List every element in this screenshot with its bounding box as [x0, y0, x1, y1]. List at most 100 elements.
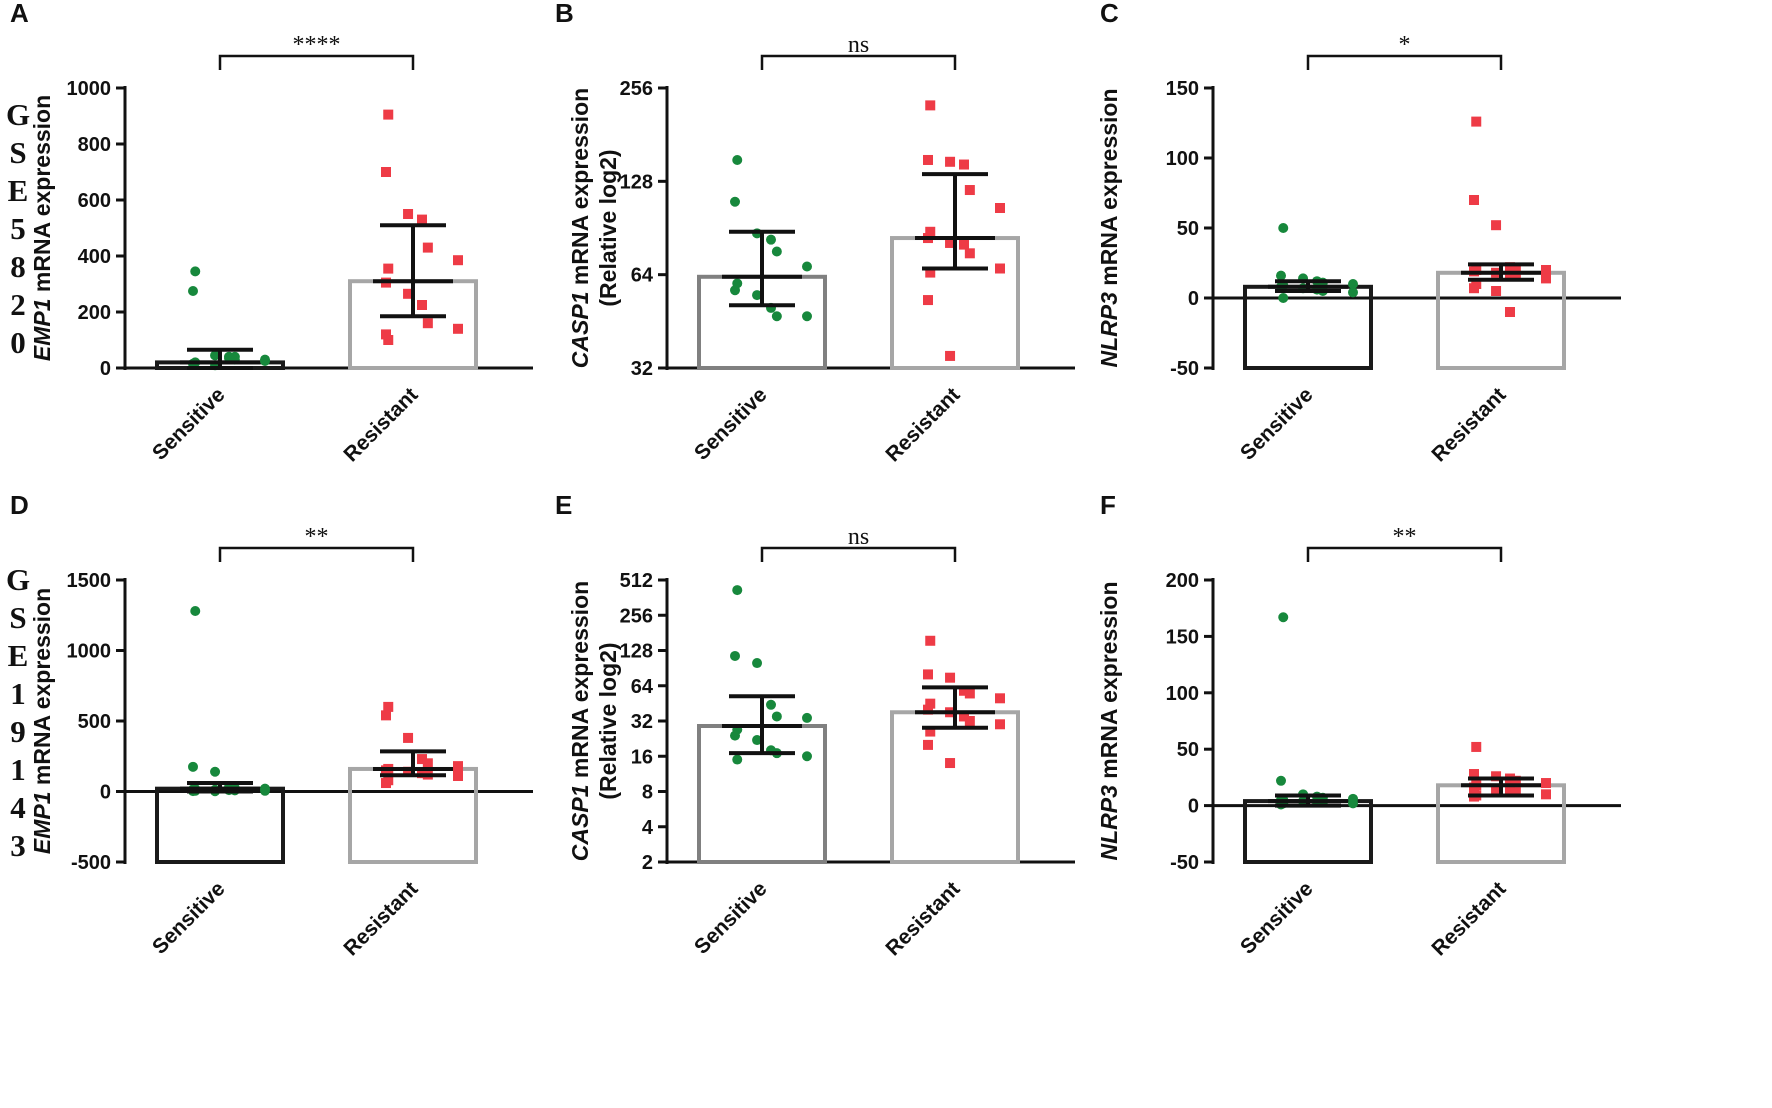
- y-tick-label: 0: [100, 782, 111, 804]
- data-point-resistant: [381, 329, 391, 340]
- y-tick-label: 1000: [67, 641, 112, 663]
- data-point-resistant: [1471, 116, 1482, 127]
- y-axis-label: EMP1 mRNA expression: [29, 588, 55, 854]
- data-point-sensitive: [752, 658, 763, 669]
- bar-sensitive: [1243, 799, 1373, 865]
- data-point-resistant: [945, 237, 956, 248]
- panel-a: A 0 200 400 600 800 1000 EMP1 mRNA expression Se…: [10, 0, 533, 466]
- panel-letter: E: [555, 490, 572, 520]
- y-axis-label-gene: CASP1: [567, 784, 593, 861]
- y-axis-label: CASP1 mRNA expression: [567, 581, 593, 861]
- data-point-sensitive: [229, 351, 240, 362]
- y-tick-label: 256: [620, 605, 653, 627]
- y-tick-label: -50: [1170, 852, 1199, 874]
- data-point-resistant: [1541, 778, 1551, 789]
- y-tick-label: 50: [1177, 218, 1199, 240]
- data-point-resistant: [453, 761, 463, 772]
- data-point-sensitive: [1348, 798, 1358, 809]
- data-point-sensitive: [730, 196, 740, 207]
- side-label-char: 2: [10, 287, 26, 322]
- data-point-resistant: [925, 698, 936, 709]
- data-point-resistant: [422, 242, 433, 253]
- y-tick-label: 150: [1166, 626, 1199, 648]
- data-point-resistant: [1541, 265, 1551, 275]
- data-point-resistant: [1541, 273, 1551, 284]
- panel-letter: B: [555, 0, 574, 28]
- data-point-resistant: [417, 300, 427, 310]
- data-point-sensitive: [730, 730, 740, 741]
- side-label-char: G: [6, 97, 30, 132]
- y-axis-label-line2: (Relative log2): [595, 149, 621, 306]
- significance-bracket: [1306, 54, 1503, 70]
- data-point-resistant: [383, 109, 394, 120]
- data-point-resistant: [945, 350, 956, 361]
- bar-resistant: [890, 710, 1020, 864]
- y-axis-label: CASP1 mRNA expression: [567, 88, 593, 368]
- data-point-resistant: [1469, 283, 1479, 294]
- data-point-resistant: [422, 318, 433, 329]
- data-point-resistant: [1510, 775, 1521, 786]
- data-point-resistant: [422, 758, 433, 769]
- data-point-resistant: [1491, 784, 1502, 795]
- y-tick-label: 0: [1188, 796, 1199, 818]
- panel-letter: C: [1100, 0, 1119, 28]
- data-point-resistant: [923, 739, 933, 750]
- side-label-char: E: [8, 638, 29, 673]
- data-point-resistant: [1510, 263, 1521, 274]
- data-point-resistant: [995, 263, 1005, 274]
- significance-label: ns: [848, 524, 869, 550]
- data-point-resistant: [381, 710, 391, 721]
- data-point-resistant: [453, 255, 463, 266]
- x-category-label: Sensitive: [148, 877, 229, 958]
- side-label-char: 3: [10, 828, 26, 863]
- data-point-resistant: [1491, 771, 1502, 782]
- y-tick-label: 2: [642, 852, 653, 874]
- y-axis-label-text: mRNA expression: [567, 581, 593, 785]
- data-point-resistant: [925, 226, 936, 237]
- y-tick-label: 256: [620, 78, 653, 100]
- data-point-sensitive: [1348, 287, 1358, 298]
- x-category-label: Resistant: [339, 383, 422, 466]
- y-tick-label: 32: [631, 358, 653, 380]
- data-point-resistant: [995, 719, 1005, 730]
- data-point-resistant: [1469, 782, 1479, 793]
- data-point-sensitive: [210, 766, 221, 777]
- y-tick-label: 50: [1177, 739, 1199, 761]
- data-point-resistant: [959, 685, 969, 696]
- y-axis-label-text: mRNA expression: [1096, 581, 1122, 785]
- data-point-sensitive: [732, 154, 743, 165]
- side-label-char: G: [6, 562, 30, 597]
- side-label-char: S: [9, 600, 26, 635]
- data-point-resistant: [925, 267, 936, 278]
- y-tick-label: 400: [78, 246, 111, 268]
- y-tick-label: 8: [642, 782, 653, 804]
- y-tick-label: 128: [620, 641, 653, 663]
- data-point-sensitive: [730, 285, 740, 296]
- data-point-resistant: [945, 672, 956, 683]
- y-tick-label: 600: [78, 190, 111, 212]
- side-label-char: S: [9, 135, 26, 170]
- y-axis-label-text: mRNA expression: [29, 588, 55, 792]
- data-point-resistant: [964, 716, 975, 726]
- data-point-sensitive: [752, 735, 763, 746]
- data-point-sensitive: [730, 650, 740, 661]
- data-point-sensitive: [802, 751, 812, 762]
- data-point-resistant: [453, 770, 463, 781]
- panel-e: E 2 4 8 16 32 64 128 256 512 CASP1 mRNA expression…: [555, 490, 1075, 960]
- data-point-sensitive: [188, 761, 198, 772]
- data-point-sensitive: [771, 311, 782, 322]
- x-category-label: Sensitive: [148, 383, 229, 464]
- significance-label: **: [1393, 524, 1417, 550]
- data-point-resistant: [995, 203, 1005, 214]
- panel-letter: F: [1100, 490, 1116, 520]
- data-point-resistant: [1471, 741, 1482, 752]
- y-tick-label: 64: [631, 676, 654, 698]
- data-point-resistant: [1510, 787, 1521, 798]
- significance-bracket: [760, 54, 957, 70]
- data-point-sensitive: [190, 606, 201, 617]
- data-point-resistant: [923, 704, 933, 715]
- y-tick-label: 0: [1188, 288, 1199, 310]
- panel-letter: D: [10, 490, 29, 520]
- data-point-resistant: [1469, 769, 1479, 780]
